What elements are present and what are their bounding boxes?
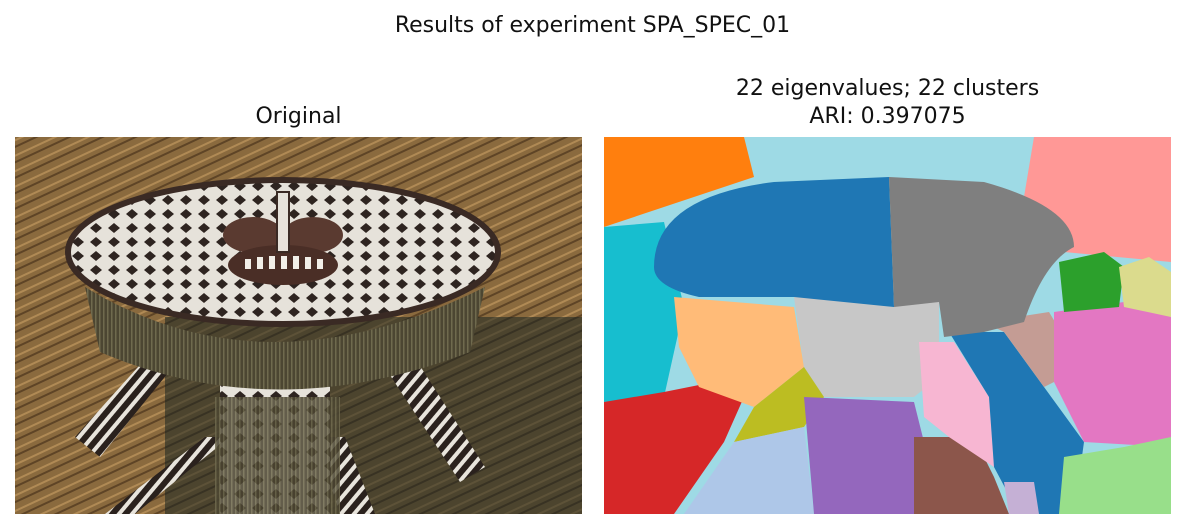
cluster-region	[654, 177, 894, 307]
cluster-region	[1119, 257, 1171, 317]
cluster-region	[914, 437, 1009, 514]
mask-teeth	[245, 256, 323, 269]
cluster-region	[674, 297, 804, 407]
body-fringe	[215, 397, 340, 514]
mask-nose	[276, 191, 290, 253]
figure-suptitle: Results of experiment SPA_SPEC_01	[394, 13, 791, 38]
cluster-region	[794, 297, 939, 397]
cluster-region	[1004, 482, 1039, 514]
cluster-region	[889, 177, 1074, 337]
segmentation-panel-title: 22 eigenvalues; 22 clusters ARI: 0.39707…	[604, 75, 1171, 131]
mask-left-eye	[223, 217, 283, 253]
cluster-region	[604, 382, 744, 514]
segmentation-title-line2: ARI: 0.397075	[809, 104, 966, 129]
left-leg	[105, 437, 230, 514]
mask-fringe	[85, 287, 485, 390]
cluster-region	[734, 367, 824, 442]
cluster-region	[804, 397, 924, 514]
cluster-region	[949, 332, 1084, 514]
cluster-region	[984, 312, 1064, 387]
cluster-region	[684, 427, 814, 514]
cluster-region	[919, 342, 994, 467]
segmentation-image	[604, 137, 1171, 514]
cluster-region	[604, 137, 754, 227]
original-image	[15, 137, 582, 514]
segmentation-cluster-map-icon	[604, 137, 1171, 514]
tribal-mask-photo-icon	[15, 137, 582, 514]
segmentation-title-line1: 22 eigenvalues; 22 clusters	[735, 76, 1040, 101]
cluster-region	[1054, 302, 1171, 447]
cluster-region	[1059, 252, 1124, 312]
original-panel-title: Original	[255, 104, 342, 129]
cluster-region	[1059, 437, 1171, 514]
mask-right-eye	[283, 217, 343, 253]
